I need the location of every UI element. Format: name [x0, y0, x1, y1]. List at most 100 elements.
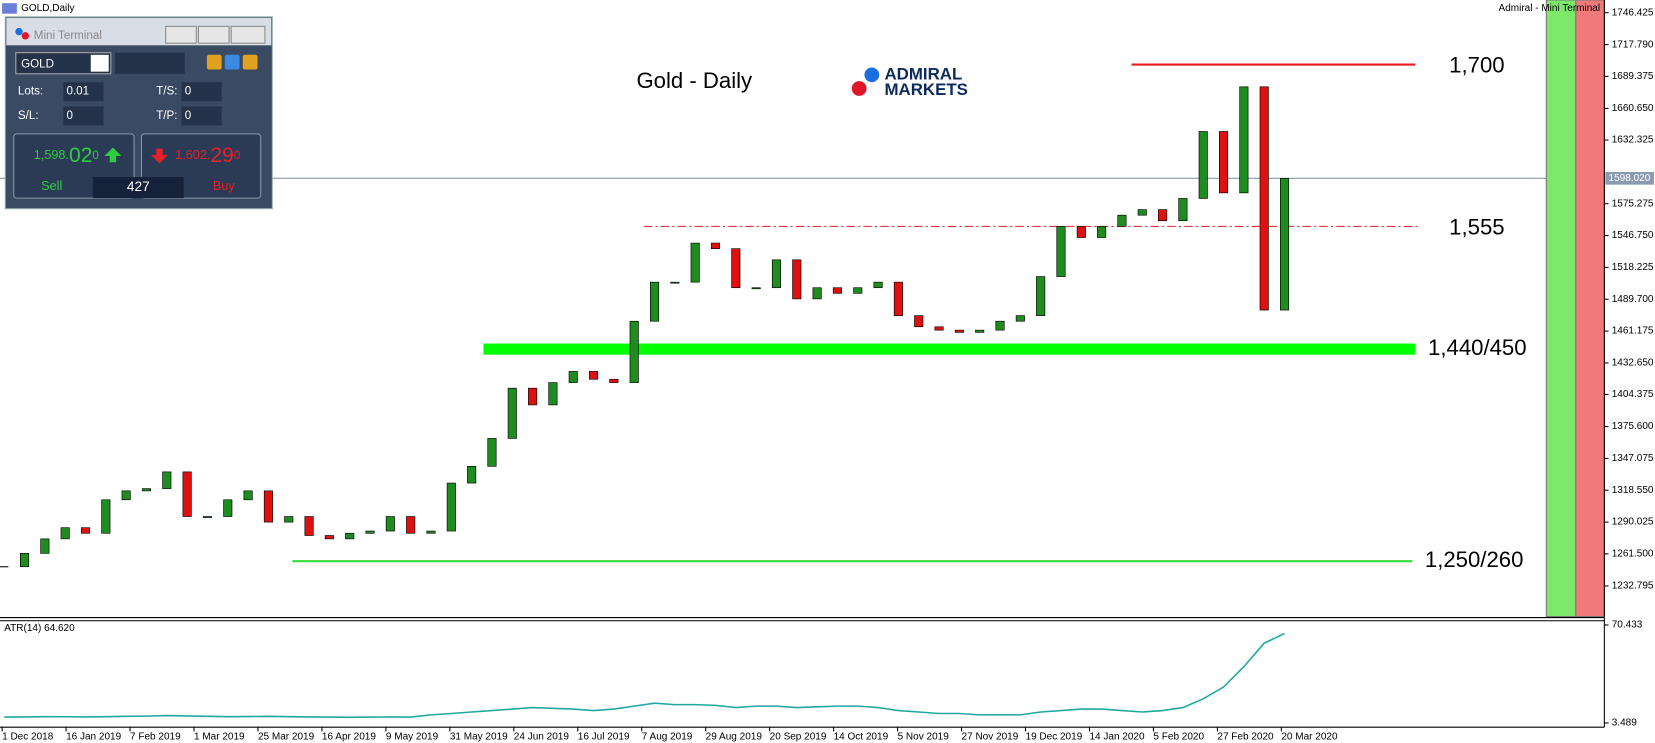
y-tick-label: 1575.275 [1612, 198, 1654, 209]
candle [1259, 86, 1269, 311]
tool-button[interactable] [206, 54, 222, 70]
y-tick-label: 1432.650 [1612, 358, 1654, 369]
candle [1158, 209, 1168, 222]
x-tick-label: 20 Sep 2019 [770, 731, 827, 742]
candle [324, 535, 334, 540]
y-tick-label: 1261.500 [1612, 549, 1654, 560]
x-tick-label: 27 Nov 2019 [962, 731, 1019, 742]
input[interactable] [63, 106, 104, 126]
logo-dot [851, 81, 867, 96]
candle [40, 538, 50, 554]
candle [1198, 131, 1208, 199]
dropdown[interactable] [90, 54, 109, 72]
x-tick-label: 25 Mar 2019 [258, 731, 315, 742]
terminal-title: Mini Terminal [34, 29, 102, 42]
tool-button[interactable] [224, 54, 240, 70]
x-tick-label: 16 Jan 2019 [66, 731, 122, 742]
x-tick-label: 29 Aug 2019 [706, 731, 763, 742]
candle [223, 499, 233, 517]
candle [406, 516, 416, 534]
x-tick-label: 14 Oct 2019 [834, 731, 889, 742]
candle [690, 242, 700, 283]
y-tick-label: 1632.325 [1612, 135, 1654, 146]
buy-price: 1,602.290 [175, 144, 240, 167]
sell-panel [1545, 0, 1577, 618]
candle [670, 281, 680, 284]
candle [710, 242, 721, 249]
field-label: Lots: [18, 85, 43, 98]
y-tick-label: 1461.175 [1612, 326, 1654, 337]
mini-terminal: Mini Terminal GOLD Lots: 0.01 T/S: 0 S/L… [4, 16, 273, 210]
x-tick-label: 7 Feb 2019 [130, 731, 181, 742]
tool-button[interactable] [242, 54, 258, 70]
candle [771, 259, 782, 289]
y-tick-label: 1717.790 [1612, 39, 1654, 50]
price-sup: 0 [234, 149, 240, 162]
candle [1219, 131, 1229, 194]
candle [832, 287, 842, 294]
candle [1178, 198, 1188, 222]
x-tick-label: 16 Jul 2019 [578, 731, 630, 742]
candle [1097, 226, 1107, 238]
candle [954, 329, 964, 333]
candle [548, 382, 558, 406]
price-big: 02 [69, 144, 92, 167]
candle [995, 320, 1005, 331]
y-tick-label: 1404.375 [1612, 389, 1654, 400]
candle [121, 490, 131, 501]
candle [385, 516, 395, 532]
minimize-button[interactable] [165, 25, 197, 44]
candle [284, 516, 294, 523]
price-main: 1,598. [34, 148, 69, 162]
current-price-box [1605, 172, 1654, 185]
restore-button[interactable] [197, 25, 230, 44]
candle [162, 471, 172, 489]
candle [101, 499, 111, 534]
close-button[interactable] [230, 25, 266, 44]
candle [243, 490, 253, 501]
field-value: 0 [66, 109, 72, 122]
price-big: 29 [210, 144, 233, 167]
candle [1239, 86, 1249, 194]
candle [528, 387, 538, 406]
candle [467, 465, 477, 484]
chart: 1746.425 1717.790 1689.375 1660.650 1632.325… [0, 7, 1654, 742]
y-tick-label: 1518.225 [1612, 262, 1654, 273]
icon [21, 32, 30, 40]
field-label: S/L: [18, 109, 39, 122]
corner-label: Admiral - Mini Terminal [1499, 3, 1601, 14]
candle [20, 553, 30, 568]
y-tick-label: 1489.700 [1612, 294, 1654, 305]
candle [507, 387, 517, 439]
sell-price: 1,598.020 [34, 144, 99, 167]
candle [446, 482, 456, 532]
input[interactable] [181, 106, 222, 126]
volume-input[interactable] [92, 177, 184, 199]
x-tick-label: 7 Aug 2019 [642, 731, 693, 742]
symbol-select[interactable] [15, 52, 112, 75]
candle [487, 438, 497, 467]
y-tick-label: 1232.795 [1612, 581, 1654, 592]
field-label: T/P: [156, 109, 177, 122]
input[interactable] [181, 82, 222, 102]
x-tick-label: 31 May 2019 [450, 731, 508, 742]
window-caption: GOLD,Daily [21, 3, 74, 14]
x-tick-label: 1 Dec 2018 [2, 731, 54, 742]
x-tick-label: 16 Apr 2019 [322, 731, 376, 742]
up-arrow [104, 147, 122, 163]
candle [812, 287, 822, 300]
candle [568, 371, 578, 383]
x-tick-label: 24 Jun 2019 [514, 731, 570, 742]
window-icon [2, 3, 17, 14]
zone-label: 1,250/260 [1425, 547, 1524, 572]
logo-dot [864, 67, 880, 83]
chart-title: Gold - Daily [636, 68, 753, 93]
icon [15, 27, 23, 36]
input[interactable] [63, 82, 104, 102]
candle [1036, 276, 1046, 316]
candle [141, 488, 152, 492]
price-sup: 0 [92, 149, 98, 162]
zone-label: 1,440/450 [1428, 335, 1527, 360]
